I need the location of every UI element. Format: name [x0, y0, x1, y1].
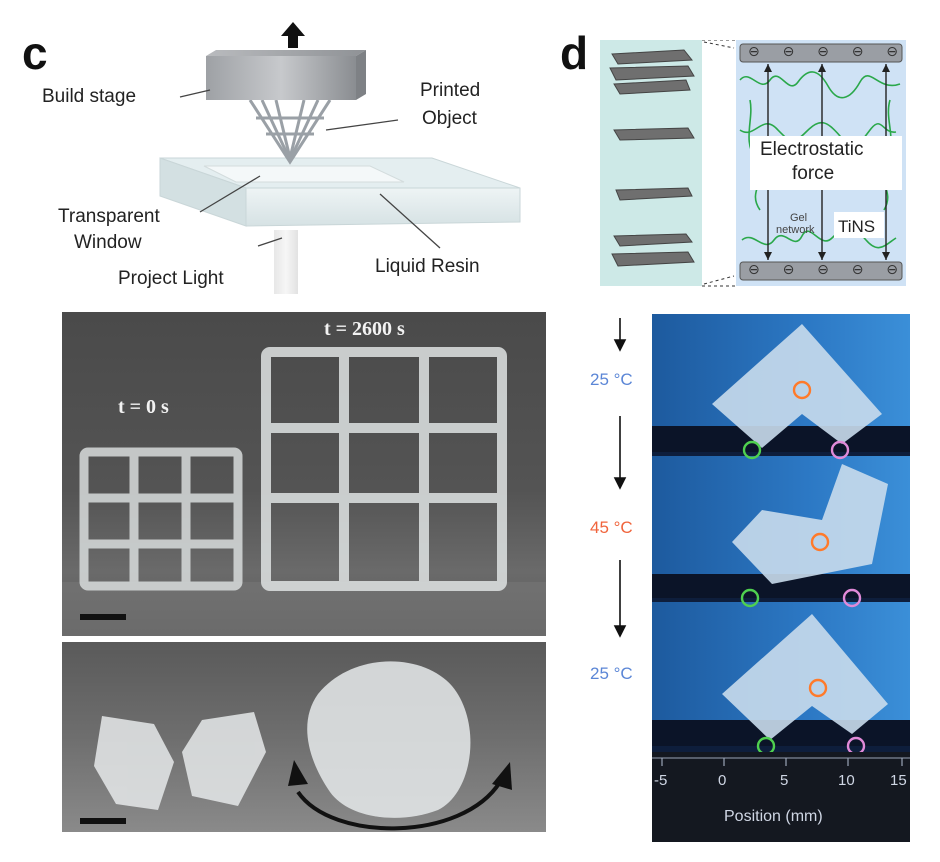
charge-icon: ⊖	[851, 43, 864, 59]
charge-icon: ⊖	[782, 43, 795, 59]
printed-object-shape	[248, 99, 332, 165]
arc-arrowhead-left-icon	[288, 760, 308, 786]
nanosheet-schematic	[600, 40, 906, 287]
light-beam	[274, 230, 298, 294]
bottom-plate	[739, 261, 903, 281]
large-object	[307, 661, 471, 818]
large-lattice	[261, 347, 507, 591]
small-object	[94, 712, 266, 810]
label-project-light: Project Light	[118, 268, 224, 289]
charge-icon: ⊖	[886, 43, 898, 59]
temperature-label-1: 25 °C	[590, 370, 633, 389]
arc-arrowhead-right-icon	[492, 762, 512, 790]
rotation-arc	[296, 780, 502, 831]
axis-ticks	[661, 758, 903, 766]
lattice-photo: t = 0 s t = 2600 s	[62, 312, 546, 636]
label-gel: Gel	[790, 212, 808, 224]
actuator-photo	[62, 642, 546, 832]
charge-icon: ⊖	[817, 261, 829, 277]
charge-icon: ⊖	[886, 261, 898, 277]
label-liquid-resin: Liquid Resin	[375, 256, 480, 277]
label-network: network	[776, 224, 815, 236]
lattice-drawing	[62, 347, 546, 636]
label-transparent-window-2: Window	[74, 232, 142, 253]
label-electrostatic: Electrostatic	[760, 139, 864, 160]
temperature-label-3: 25 °C	[590, 664, 633, 683]
panel-c-letter: c	[22, 27, 48, 79]
label-tins: TiNS	[838, 217, 876, 236]
temperature-label-2: 45 °C	[590, 518, 633, 537]
actuator-drawing	[80, 661, 512, 831]
label-printed-object-1: Printed	[420, 80, 481, 101]
axis-tick-label: 10	[838, 772, 855, 789]
label-transparent-window-1: Transparent	[58, 206, 160, 227]
axis-tick-label: 5	[780, 772, 789, 789]
label-printed-object-2: Object	[422, 108, 477, 129]
sequence-arrows	[613, 318, 627, 638]
force-arrowheads	[764, 64, 890, 260]
axis-tick-label: -5	[654, 772, 668, 789]
charge-icon: ⊖	[748, 43, 760, 59]
charge-icon: ⊖	[748, 261, 760, 277]
panel-d-letter: d	[560, 27, 589, 79]
bottom-plate-charges: ⊖ ⊖ ⊖ ⊖ ⊖	[748, 261, 898, 278]
axis-tick-label: 0	[718, 772, 727, 789]
charge-icon: ⊖	[782, 261, 795, 277]
time-label-start: t = 0 s	[118, 396, 169, 418]
up-arrow-icon	[281, 22, 305, 48]
actuation-drawing	[652, 314, 910, 842]
axis-tick-label: 15	[890, 772, 907, 789]
charge-icon: ⊖	[817, 43, 829, 59]
resin-tray-front	[245, 187, 521, 227]
label-force: force	[792, 163, 835, 184]
top-plate-charges: ⊖ ⊖ ⊖ ⊖ ⊖	[748, 43, 898, 60]
top-plate	[739, 43, 903, 63]
transparent-window-shape	[203, 165, 405, 183]
scale-bar-1	[80, 614, 126, 620]
sheet-stack	[609, 49, 695, 267]
label-build-stage: Build stage	[42, 86, 137, 107]
charge-icon: ⊖	[851, 261, 864, 277]
scale-bar-2	[80, 818, 126, 824]
build-stage-shape	[206, 56, 356, 100]
axis-xlabel: Position (mm)	[724, 808, 823, 825]
printer-schematic	[159, 22, 521, 294]
small-lattice	[79, 447, 243, 591]
time-label-end: t = 2600 s	[324, 318, 405, 340]
actuation-photo: -5 0 5 10 15 Position (mm)	[652, 314, 910, 842]
